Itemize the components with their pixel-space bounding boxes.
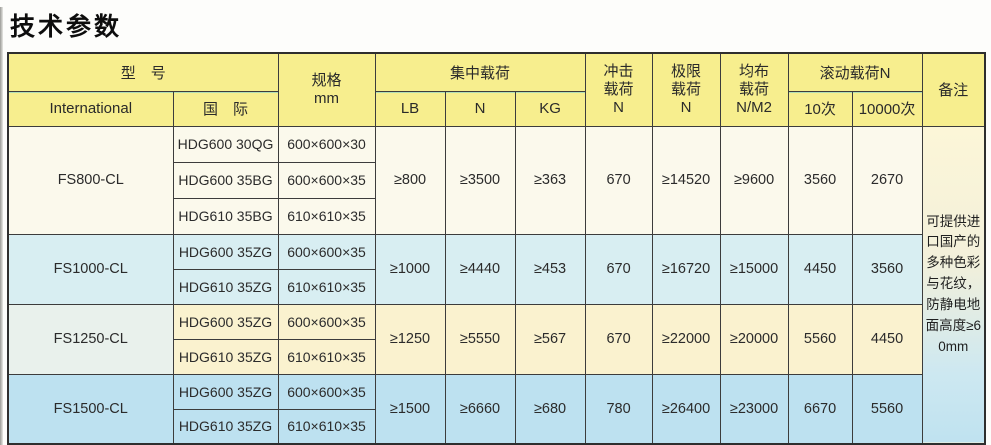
variant-code-cell: HDG600 35BG: [172, 161, 279, 199]
rolling10-value-cell: 4450: [787, 233, 853, 305]
table-row: FS1500-CL HDG600 35ZG 600×600×35 ≥1500 ≥…: [7, 373, 985, 445]
variant-size-cell: 610×610×35: [277, 197, 376, 235]
header-impact-line3: N: [613, 98, 624, 116]
impact-value-cell: 670: [584, 303, 653, 375]
n-value-cell: ≥4440: [444, 233, 516, 305]
remark-cell: 可提供进口国产的多种色彩与花纹，防静电地面高度≥60mm: [921, 125, 986, 445]
header-concentrated-load-group: 集中载荷: [374, 52, 586, 92]
variant-size-cell: 600×600×35: [277, 303, 376, 340]
header-remark: 备注: [921, 52, 986, 127]
header-model-domestic: 国 际: [172, 90, 279, 127]
rolling10000-value-cell: 2670: [851, 125, 923, 235]
variant-code-cell: HDG600 35ZG: [172, 373, 279, 410]
technical-parameters-table: 型 号 规格 mm 集中载荷 冲击 载荷 N 极限 载荷 N 均布 载荷 N/M…: [7, 52, 987, 445]
header-rolling-10000: 10000次: [851, 90, 923, 127]
model-cell: FS1250-CL: [7, 303, 174, 375]
header-ultimate-load: 极限 载荷 N: [651, 52, 721, 127]
ultimate-value-cell: ≥16720: [651, 233, 721, 305]
variant-code-cell: HDG600 35ZG: [172, 303, 279, 340]
table-row: FS1250-CL HDG600 35ZG 600×600×35 ≥1250 ≥…: [7, 303, 985, 375]
header-ultimate-line1: 极限: [671, 62, 702, 80]
rolling10-value-cell: 5560: [787, 303, 853, 375]
table-row: HDG610 35BG 610×610×35: [8, 197, 985, 235]
variant-size-cell: 600×600×35: [277, 373, 376, 410]
header-uniform-line1: 均布: [739, 62, 770, 80]
lb-value-cell: ≥800: [374, 125, 446, 235]
variant-code-cell: HDG600 30QG: [172, 125, 279, 163]
header-spec-line2: mm: [314, 89, 340, 107]
header-kg: KG: [514, 90, 586, 127]
header-model-group: 型 号: [7, 52, 279, 92]
impact-value-cell: 670: [584, 233, 653, 305]
kg-value-cell: ≥567: [514, 303, 586, 375]
variant-size-cell: 610×610×35: [277, 408, 376, 445]
header-impact-load: 冲击 载荷 N: [584, 52, 653, 127]
n-value-cell: ≥6660: [444, 373, 516, 445]
variant-size-cell: 610×610×35: [277, 338, 376, 375]
ultimate-value-cell: ≥14520: [651, 125, 721, 235]
variant-size-cell: 610×610×35: [277, 268, 376, 305]
uniform-value-cell: ≥23000: [719, 373, 789, 445]
variant-code-cell: HDG610 35ZG: [172, 408, 279, 445]
uniform-value-cell: ≥20000: [719, 303, 789, 375]
header-rolling-load-group: 滚动载荷N: [787, 52, 923, 92]
header-spec: 规格 mm: [277, 52, 376, 127]
kg-value-cell: ≥680: [514, 373, 586, 445]
variant-size-cell: 600×600×30: [277, 125, 376, 163]
kg-value-cell: ≥363: [514, 125, 586, 235]
page-title: 技术参数: [10, 13, 123, 41]
header-impact-line2: 载荷: [603, 80, 634, 98]
table-row: HDG610 35ZG 610×610×35: [8, 338, 985, 375]
variant-code-cell: HDG600 35ZG: [172, 233, 279, 270]
model-cell: FS800-CL: [7, 125, 174, 235]
table-row: HDG610 35ZG 610×610×35: [8, 268, 985, 305]
header-impact-line1: 冲击: [603, 62, 634, 80]
header-model-international: International: [7, 90, 174, 127]
rolling10-value-cell: 6670: [787, 373, 853, 445]
uniform-value-cell: ≥15000: [719, 233, 789, 305]
table-row: FS800-CL HDG600 30QG 600×600×30 ≥800 ≥35…: [7, 125, 986, 445]
header-ultimate-line2: 载荷: [671, 80, 702, 98]
lb-value-cell: ≥1250: [374, 303, 446, 375]
uniform-value-cell: ≥9600: [719, 125, 789, 235]
lb-value-cell: ≥1000: [374, 233, 446, 305]
header-ultimate-line3: N: [680, 98, 692, 116]
header-spec-line1: 规格: [311, 71, 342, 89]
n-value-cell: ≥3500: [444, 125, 516, 235]
ultimate-value-cell: ≥22000: [651, 303, 721, 375]
lb-value-cell: ≥1500: [374, 373, 446, 445]
kg-value-cell: ≥453: [514, 233, 586, 305]
variant-code-cell: HDG610 35BG: [172, 197, 279, 235]
header-rolling-10: 10次: [787, 90, 853, 127]
ultimate-value-cell: ≥26400: [651, 373, 721, 445]
impact-value-cell: 780: [584, 373, 653, 445]
table-row: FS1000-CL HDG600 35ZG 600×600×35 ≥1000 ≥…: [7, 233, 985, 305]
rolling10000-value-cell: 4450: [851, 303, 923, 375]
n-value-cell: ≥5550: [444, 303, 516, 375]
variant-size-cell: 600×600×35: [277, 233, 376, 270]
scan-page-edge: [0, 7, 3, 445]
header-n: N: [444, 90, 516, 127]
variant-size-cell: 600×600×35: [277, 161, 376, 199]
header-uniform-line2: 载荷: [739, 80, 770, 98]
rolling10000-value-cell: 5560: [851, 373, 923, 445]
rolling10000-value-cell: 3560: [851, 233, 923, 305]
rolling10-value-cell: 3560: [787, 125, 853, 235]
header-uniform-load: 均布 载荷 N/M2: [719, 52, 789, 127]
header-uniform-line3: N/M2: [736, 98, 772, 116]
table-row: HDG600 35BG 600×600×35: [8, 161, 985, 199]
model-cell: FS1000-CL: [7, 233, 174, 305]
impact-value-cell: 670: [584, 125, 653, 235]
header-lb: LB: [374, 90, 446, 127]
variant-code-cell: HDG610 35ZG: [172, 268, 279, 305]
model-cell: FS1500-CL: [7, 373, 174, 445]
variant-code-cell: HDG610 35ZG: [172, 338, 279, 375]
